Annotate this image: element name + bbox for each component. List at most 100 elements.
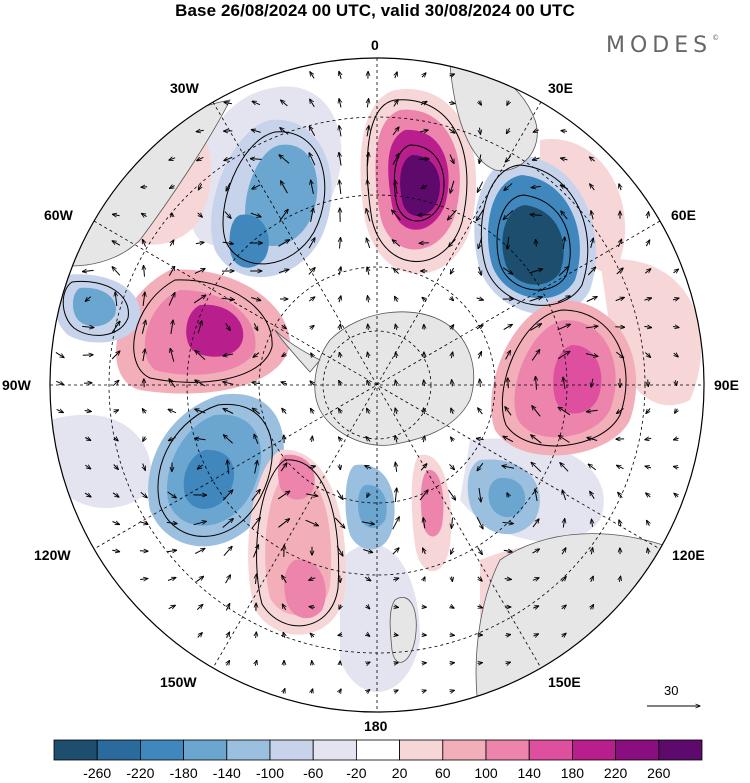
wind-arrow <box>339 71 341 79</box>
wind-arrow <box>283 632 285 638</box>
wind-arrow <box>532 578 539 581</box>
wind-arrow <box>366 605 369 609</box>
wind-arrow <box>250 159 262 160</box>
wind-arrow <box>536 240 537 247</box>
wind-arrow <box>451 408 453 415</box>
wind-arrow <box>392 153 399 165</box>
wind-arrow <box>278 240 290 247</box>
colorbar-box <box>528 739 573 761</box>
wind-arrow <box>84 411 92 412</box>
wind-arrow <box>339 381 342 386</box>
contour-line <box>62 280 129 336</box>
wind-arrow <box>197 633 203 638</box>
wind-arrow <box>197 465 203 469</box>
wind-arrow <box>339 296 341 303</box>
wind-arrow <box>56 409 64 412</box>
wind-arrow <box>478 237 483 248</box>
wind-arrow <box>424 408 425 415</box>
colorbar-box <box>53 739 98 761</box>
wind-arrow <box>339 126 341 137</box>
wind-arrow <box>223 409 234 414</box>
wind-arrow <box>506 128 509 133</box>
wind-arrow <box>361 522 375 525</box>
wind-arrow <box>647 212 648 219</box>
wind-arrow <box>452 380 453 387</box>
wind-arrow <box>618 239 621 247</box>
wind-arrow <box>311 180 314 194</box>
wind-arrow <box>395 296 398 302</box>
wind-arrow <box>530 215 542 216</box>
wind-vectors <box>55 71 679 693</box>
wind-arrow <box>557 296 570 303</box>
negative-anomaly-30w-level <box>245 144 318 247</box>
wind-arrow <box>529 297 543 302</box>
wind-arrow <box>170 348 175 362</box>
wind-arrow <box>340 575 341 583</box>
wind-arrow <box>140 491 147 497</box>
logo-copyright-mark: © <box>712 33 720 42</box>
wind-arrow <box>617 408 624 414</box>
logo-text: MODES <box>606 33 713 58</box>
wind-arrow <box>367 126 369 137</box>
wind-arrow <box>225 323 230 330</box>
wind-arrow <box>559 436 570 443</box>
wind-arrow <box>339 152 341 166</box>
wind-arrow <box>532 406 541 417</box>
wind-arrow <box>308 297 315 302</box>
wind-arrow <box>167 491 177 498</box>
wind-arrow <box>311 353 313 357</box>
wind-arrow <box>532 158 540 160</box>
wind-arrow <box>193 521 207 526</box>
wind-arrow <box>226 182 231 191</box>
wind-arrow <box>196 604 203 610</box>
colorbar-box <box>139 739 184 761</box>
wind-arrow <box>421 186 428 189</box>
wind-arrow <box>423 577 425 581</box>
wind-arrow <box>256 574 257 584</box>
wind-arrow <box>615 327 624 328</box>
wind-arrow <box>367 152 368 166</box>
wind-arrow <box>557 324 571 331</box>
wind-arrow <box>171 320 173 334</box>
wind-arrow <box>505 635 510 636</box>
wind-arrow <box>533 634 539 636</box>
graticule <box>50 58 704 712</box>
wind-arrow <box>144 265 145 277</box>
wind-arrow <box>197 157 204 160</box>
wind-arrow <box>591 378 593 387</box>
wind-arrow <box>530 324 542 331</box>
lon-label-180: 180 <box>364 718 388 734</box>
wind-arrow <box>366 437 370 442</box>
wind-arrow <box>644 298 652 300</box>
wind-arrow <box>280 128 289 135</box>
wind-arrow <box>85 465 90 469</box>
wind-arrow <box>113 464 119 470</box>
wind-arrow <box>250 212 261 217</box>
wind-arrow <box>167 578 176 581</box>
wind-arrow <box>673 269 679 273</box>
colorbar-box <box>269 739 314 761</box>
wind-arrow <box>143 239 146 247</box>
wind-arrow <box>675 409 678 414</box>
wind-arrow <box>282 575 287 583</box>
wind-arrow <box>592 519 593 527</box>
wind-arrow <box>449 635 455 636</box>
wind-arrow <box>308 268 315 275</box>
colorbar-box <box>658 739 703 761</box>
wind-arrow <box>85 296 92 302</box>
wind-arrow <box>478 577 482 581</box>
wind-arrow <box>644 269 651 274</box>
wind-arrow <box>591 548 592 555</box>
wind-arrow <box>423 548 426 555</box>
wind-arrow <box>309 578 316 581</box>
wind-arrow <box>615 297 625 300</box>
wind-arrow <box>196 130 204 131</box>
wind-arrow <box>336 545 343 556</box>
wind-arrow <box>422 73 426 77</box>
wind-arrow <box>367 408 370 414</box>
wind-arrow <box>591 238 594 249</box>
wind-arrow <box>368 324 369 330</box>
wind-arrow <box>367 99 368 108</box>
wind-arrow <box>112 522 120 525</box>
wind-arrow <box>532 549 540 554</box>
